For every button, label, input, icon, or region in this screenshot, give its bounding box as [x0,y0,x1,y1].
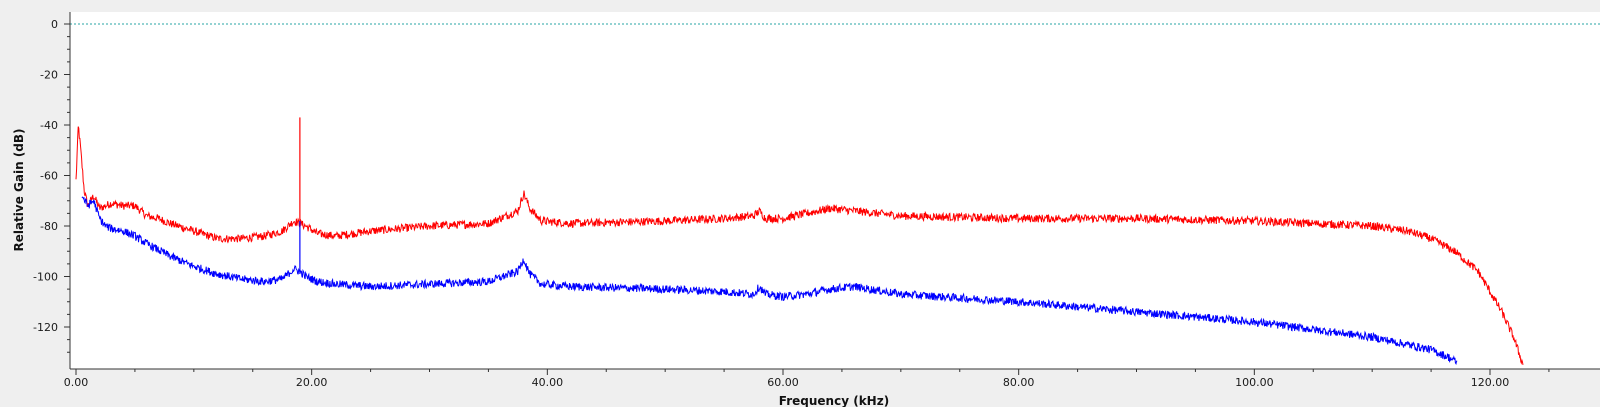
series-line-2 [81,196,1458,365]
series-line-1 [75,126,1524,365]
y-tick-label: -20 [40,69,58,82]
y-tick-label: -120 [33,321,58,334]
x-tick-label: 100.00 [1235,376,1274,389]
y-axis-ticks: 0 -20 -40 -60 -80 -100 -120 [33,18,70,353]
x-tick-label: 80.00 [1003,376,1035,389]
y-tick-label: 0 [51,18,58,31]
plot-background [70,12,1600,369]
series-layer [75,117,1524,365]
y-tick-label: -100 [33,271,58,284]
x-tick-label: 20.00 [296,376,328,389]
y-axis-title: Relative Gain (dB) [12,128,26,251]
y-tick-label: -60 [40,170,58,183]
x-axis-title: Frequency (kHz) [779,394,889,407]
x-tick-label: 60.00 [767,376,799,389]
x-tick-label: 40.00 [532,376,564,389]
y-tick-label: -40 [40,119,58,132]
x-tick-label: 120.00 [1471,376,1510,389]
x-tick-label: 0.00 [64,376,89,389]
x-axis-ticks: 0.00 20.00 40.00 60.00 80.00 100.00 120.00 [64,369,1550,389]
y-tick-label: -80 [40,220,58,233]
